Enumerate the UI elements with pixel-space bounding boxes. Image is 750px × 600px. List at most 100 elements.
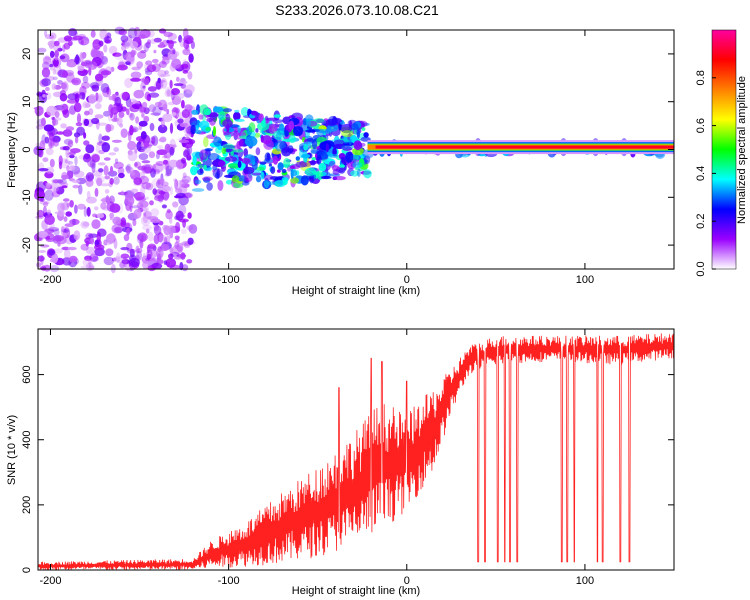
heatmap-cell — [72, 35, 84, 41]
heatmap-cell — [97, 228, 107, 237]
heatmap-cell — [258, 113, 264, 122]
heatmap-cell — [145, 228, 150, 234]
heatmap-cell — [91, 84, 100, 92]
heatmap-cell — [149, 122, 155, 132]
heatmap-cell — [351, 123, 359, 131]
heatmap-cell — [151, 58, 159, 64]
heatmap-cell — [45, 225, 55, 230]
heatmap-cell — [148, 92, 160, 98]
heatmap-cell — [39, 140, 46, 150]
heatmap-cell — [143, 141, 149, 148]
heatmap-cell — [85, 144, 95, 154]
heatmap-cell — [98, 133, 103, 144]
heatmap-cell — [76, 126, 85, 136]
heatmap-cell — [85, 178, 94, 187]
heatmap-cell — [51, 116, 55, 120]
heatmap-cell — [139, 175, 149, 185]
heatmap-cell — [77, 65, 85, 72]
heatmap-cell — [85, 240, 89, 247]
heatmap-cell — [262, 174, 274, 181]
heatmap-cell — [147, 265, 157, 272]
heatmap-cell — [153, 37, 162, 43]
heatmap-cell — [162, 186, 172, 193]
heatmap-cell — [190, 41, 195, 49]
heatmap-cell — [91, 162, 96, 173]
heatmap-cell — [94, 93, 103, 104]
heatmap-cell — [170, 90, 175, 101]
heatmap-cell — [49, 158, 55, 168]
heatmap-cell — [82, 75, 89, 84]
heatmap-cell — [87, 61, 98, 70]
heatmap-cell — [153, 234, 160, 245]
heatmap-cell — [86, 190, 91, 200]
heatmap-cell — [46, 209, 52, 215]
heatmap-cell — [85, 61, 94, 65]
heatmap-cell — [48, 139, 53, 150]
heatmap-cell — [138, 106, 145, 114]
heatmap-cell — [213, 106, 224, 113]
heatmap-cell — [125, 166, 134, 173]
heatmap-cell — [325, 143, 329, 153]
heatmap-cell — [141, 164, 152, 174]
heatmap-cell — [162, 103, 168, 112]
heatmap-cell — [266, 181, 275, 185]
heatmap-cell — [57, 202, 65, 213]
heatmap-cell — [60, 226, 65, 233]
heatmap-cell — [103, 256, 115, 266]
heatmap-cell — [101, 135, 110, 141]
heatmap-cell — [83, 206, 88, 217]
heatmap-cell — [63, 248, 71, 260]
heatmap-cell — [103, 157, 111, 161]
heatmap-cell — [160, 73, 171, 77]
heatmap-cell — [244, 136, 258, 147]
heatmap-cell — [99, 183, 110, 187]
heatmap-cell — [74, 204, 78, 214]
heatmap-cell — [101, 142, 111, 153]
heatmap-cell — [98, 40, 104, 47]
heatmap-cell — [141, 113, 145, 118]
heatmap-cell — [129, 112, 135, 121]
heatmap-cell — [63, 35, 73, 42]
heatmap-cell — [361, 127, 366, 131]
heatmap-cell — [117, 166, 125, 175]
heatmap-cell — [80, 53, 86, 60]
heatmap-cell — [185, 138, 196, 145]
x-tick-label: 100 — [576, 575, 594, 587]
heatmap-cell — [149, 200, 154, 206]
heatmap-cell — [178, 34, 183, 43]
heatmap-cell — [80, 61, 88, 67]
heatmap-cell — [51, 253, 59, 264]
heatmap-cell — [163, 159, 168, 165]
heatmap-cell — [120, 217, 127, 228]
heatmap-cell — [187, 212, 192, 219]
heatmap-cell — [231, 175, 240, 183]
heatmap-cell — [338, 167, 346, 174]
heatmap-cell — [206, 182, 213, 191]
heatmap-cell — [65, 126, 75, 131]
heatmap-cell — [348, 138, 352, 145]
heatmap-cell — [122, 256, 128, 268]
heatmap-cell — [339, 164, 345, 168]
heatmap-cell — [101, 196, 113, 204]
heatmap-cell — [126, 108, 130, 116]
heatmap-cell — [168, 39, 174, 49]
spectrogram-y-label: Frequency (Hz) — [6, 112, 18, 188]
heatmap-cell — [69, 165, 76, 171]
heatmap-cell — [157, 79, 166, 83]
heatmap-cell — [44, 214, 55, 225]
heatmap-cell — [142, 253, 146, 261]
heatmap-cell — [114, 158, 119, 165]
heatmap-cell — [85, 246, 95, 255]
heatmap-cell — [158, 259, 164, 265]
heatmap-cell — [44, 30, 48, 37]
heatmap-cell — [45, 86, 50, 92]
heatmap-cell — [174, 235, 180, 241]
heatmap-cell — [108, 152, 117, 156]
heatmap-cell — [43, 124, 55, 132]
heatmap-cell — [177, 118, 184, 124]
heatmap-cell — [162, 190, 170, 201]
heatmap-cell — [109, 195, 115, 204]
heatmap-cell — [61, 246, 70, 251]
heatmap-cell — [167, 32, 177, 41]
heatmap-cell — [332, 147, 337, 157]
